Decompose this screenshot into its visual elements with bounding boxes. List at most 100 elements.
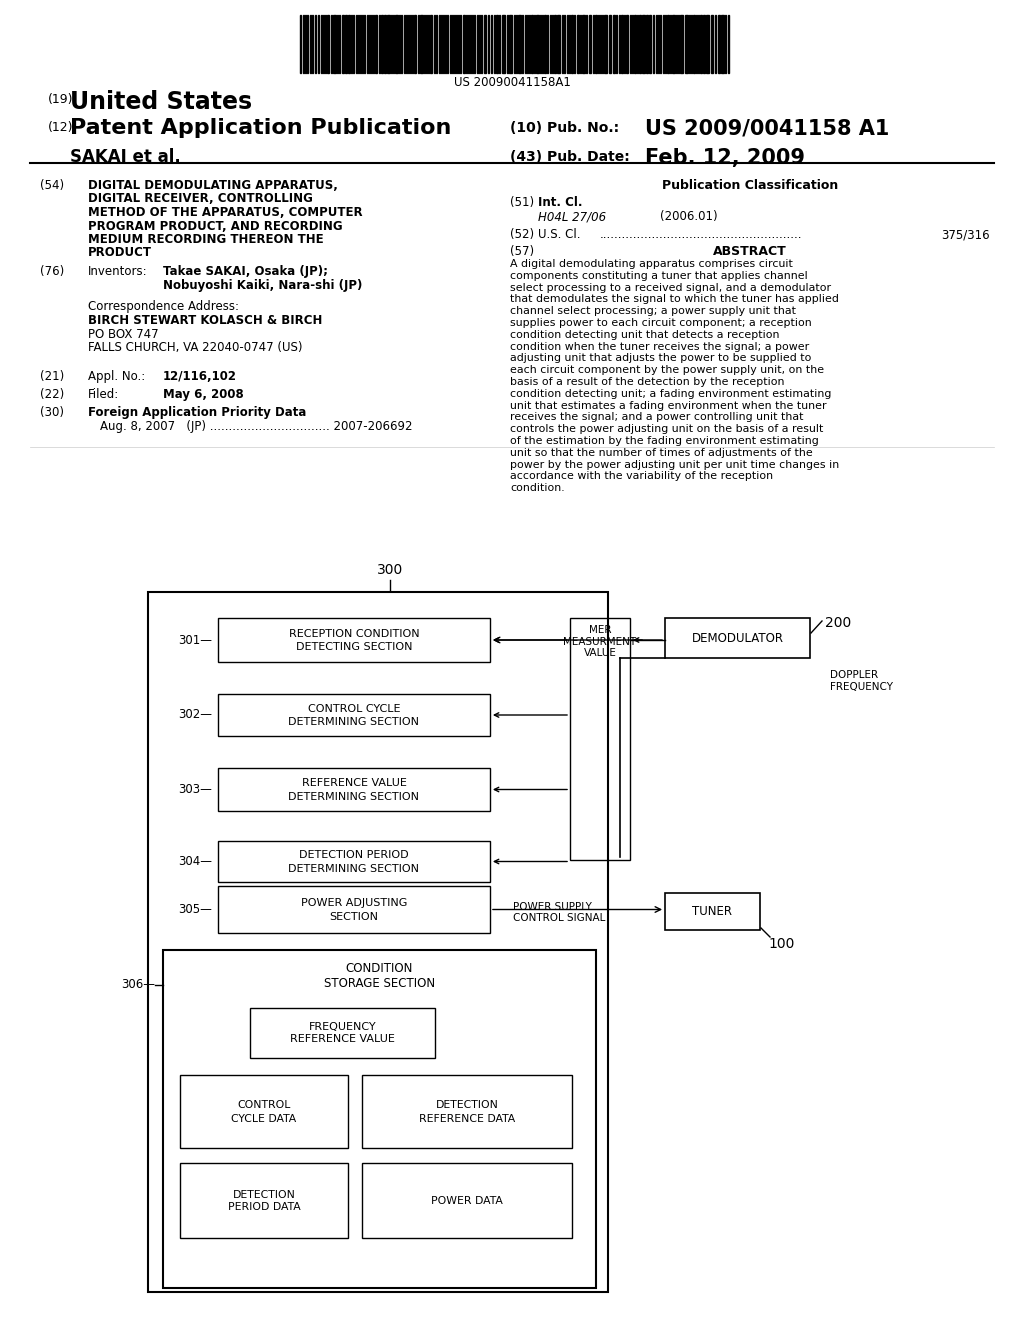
Text: Aug. 8, 2007   (JP) ................................ 2007-206692: Aug. 8, 2007 (JP) ......................… [100,420,413,433]
Text: ......................................................: ........................................… [600,228,803,242]
Text: unit that estimates a fading environment when the tuner: unit that estimates a fading environment… [510,400,826,411]
Text: Int. Cl.: Int. Cl. [538,195,583,209]
Bar [250,1008,435,1059]
Text: 303—: 303— [178,783,212,796]
Bar [218,694,490,737]
Bar [342,15,344,73]
Bar [626,15,628,73]
Bar [362,1074,572,1148]
Text: (30): (30) [40,407,63,418]
Text: US 20090041158A1: US 20090041158A1 [454,77,570,88]
Text: (51): (51) [510,195,535,209]
Text: DETERMINING SECTION: DETERMINING SECTION [289,792,420,801]
Text: FALLS CHURCH, VA 22040-0747 (US): FALLS CHURCH, VA 22040-0747 (US) [88,341,302,354]
Text: PROGRAM PRODUCT, AND RECORDING: PROGRAM PRODUCT, AND RECORDING [88,219,343,232]
Bar [395,15,398,73]
Text: PO BOX 747: PO BOX 747 [88,327,159,341]
Bar [589,15,591,73]
Text: (12): (12) [48,121,74,135]
Bar [387,15,390,73]
Bar [571,15,573,73]
Bar [693,15,695,73]
Text: of the estimation by the fading environment estimating: of the estimation by the fading environm… [510,436,819,446]
Text: CONDITION
STORAGE SECTION: CONDITION STORAGE SECTION [324,962,435,990]
Text: accordance with the variability of the reception: accordance with the variability of the r… [510,471,773,482]
Text: MER
MEASURMENT
VALUE: MER MEASURMENT VALUE [563,624,637,659]
Text: power by the power adjusting unit per unit time changes in: power by the power adjusting unit per un… [510,459,840,470]
Bar [544,15,546,73]
Text: condition detecting unit; a fading environment estimating: condition detecting unit; a fading envir… [510,389,831,399]
Text: US 2009/0041158 A1: US 2009/0041158 A1 [645,117,890,139]
Text: 304—: 304— [178,855,212,869]
Bar [163,950,596,1288]
Bar [646,15,648,73]
Text: unit so that the number of times of adjustments of the: unit so that the number of times of adju… [510,447,813,458]
Text: DETECTION: DETECTION [435,1101,499,1110]
Bar [381,15,383,73]
Text: ABSTRACT: ABSTRACT [713,246,786,257]
Bar [577,15,579,73]
Bar [180,1163,348,1238]
Bar [430,15,432,73]
Text: DETERMINING SECTION: DETERMINING SECTION [289,863,420,874]
Text: DOPPLER
FREQUENCY: DOPPLER FREQUENCY [830,671,893,692]
Text: A digital demodulating apparatus comprises circuit: A digital demodulating apparatus compris… [510,259,793,269]
Bar [667,15,669,73]
Text: POWER ADJUSTING: POWER ADJUSTING [301,899,408,908]
Text: 302—: 302— [178,709,212,722]
Text: H04L 27/06: H04L 27/06 [538,210,606,223]
Bar [531,15,534,73]
Bar [414,15,416,73]
Text: CONTROL: CONTROL [238,1101,291,1110]
Bar [649,15,651,73]
Bar [218,618,490,663]
Bar [148,591,608,1292]
Bar [718,15,720,73]
Text: DETECTION PERIOD: DETECTION PERIOD [299,850,409,861]
Bar [218,841,490,882]
Text: Takae SAKAI, Osaka (JP);: Takae SAKAI, Osaka (JP); [163,265,328,279]
Bar [665,618,810,657]
Bar [384,15,386,73]
Text: condition.: condition. [510,483,564,494]
Text: CYCLE DATA: CYCLE DATA [231,1114,297,1123]
Bar [557,15,560,73]
Text: each circuit component by the power supply unit, on the: each circuit component by the power supp… [510,366,824,375]
Bar [536,15,539,73]
Bar [634,15,636,73]
Bar [700,15,702,73]
Text: SAKAI et al.: SAKAI et al. [70,148,181,166]
Bar [496,15,498,73]
Bar [613,15,615,73]
Bar [554,15,556,73]
Text: (54): (54) [40,180,65,191]
Text: (57): (57) [510,246,535,257]
Text: Publication Classification: Publication Classification [662,180,838,191]
Text: condition detecting unit that detects a reception: condition detecting unit that detects a … [510,330,779,339]
Bar [582,15,585,73]
Text: that demodulates the signal to which the tuner has applied: that demodulates the signal to which the… [510,294,839,305]
Bar [706,15,709,73]
Text: Feb. 12, 2009: Feb. 12, 2009 [645,148,805,168]
Text: Nobuyoshi Kaiki, Nara-shi (JP): Nobuyoshi Kaiki, Nara-shi (JP) [163,279,362,292]
Text: 12/116,102: 12/116,102 [163,370,237,383]
Text: United States: United States [70,90,252,114]
Bar [604,15,607,73]
Bar [484,15,486,73]
Bar [218,886,490,933]
Bar [665,894,760,931]
Bar [621,15,623,73]
Text: POWER DATA: POWER DATA [431,1196,503,1205]
Text: PRODUCT: PRODUCT [88,247,152,260]
Bar [721,15,724,73]
Bar [180,1074,348,1148]
Text: channel select processing; a power supply unit that: channel select processing; a power suppl… [510,306,796,317]
Text: BIRCH STEWART KOLASCH & BIRCH: BIRCH STEWART KOLASCH & BIRCH [88,314,323,327]
Text: (52): (52) [510,228,535,242]
Text: RECEPTION CONDITION: RECEPTION CONDITION [289,630,419,639]
Text: FREQUENCY
REFERENCE VALUE: FREQUENCY REFERENCE VALUE [290,1022,395,1044]
Text: 306—: 306— [121,978,155,991]
Bar [680,15,683,73]
Text: REFERENCE VALUE: REFERENCE VALUE [301,779,407,788]
Text: 375/316: 375/316 [941,228,990,242]
